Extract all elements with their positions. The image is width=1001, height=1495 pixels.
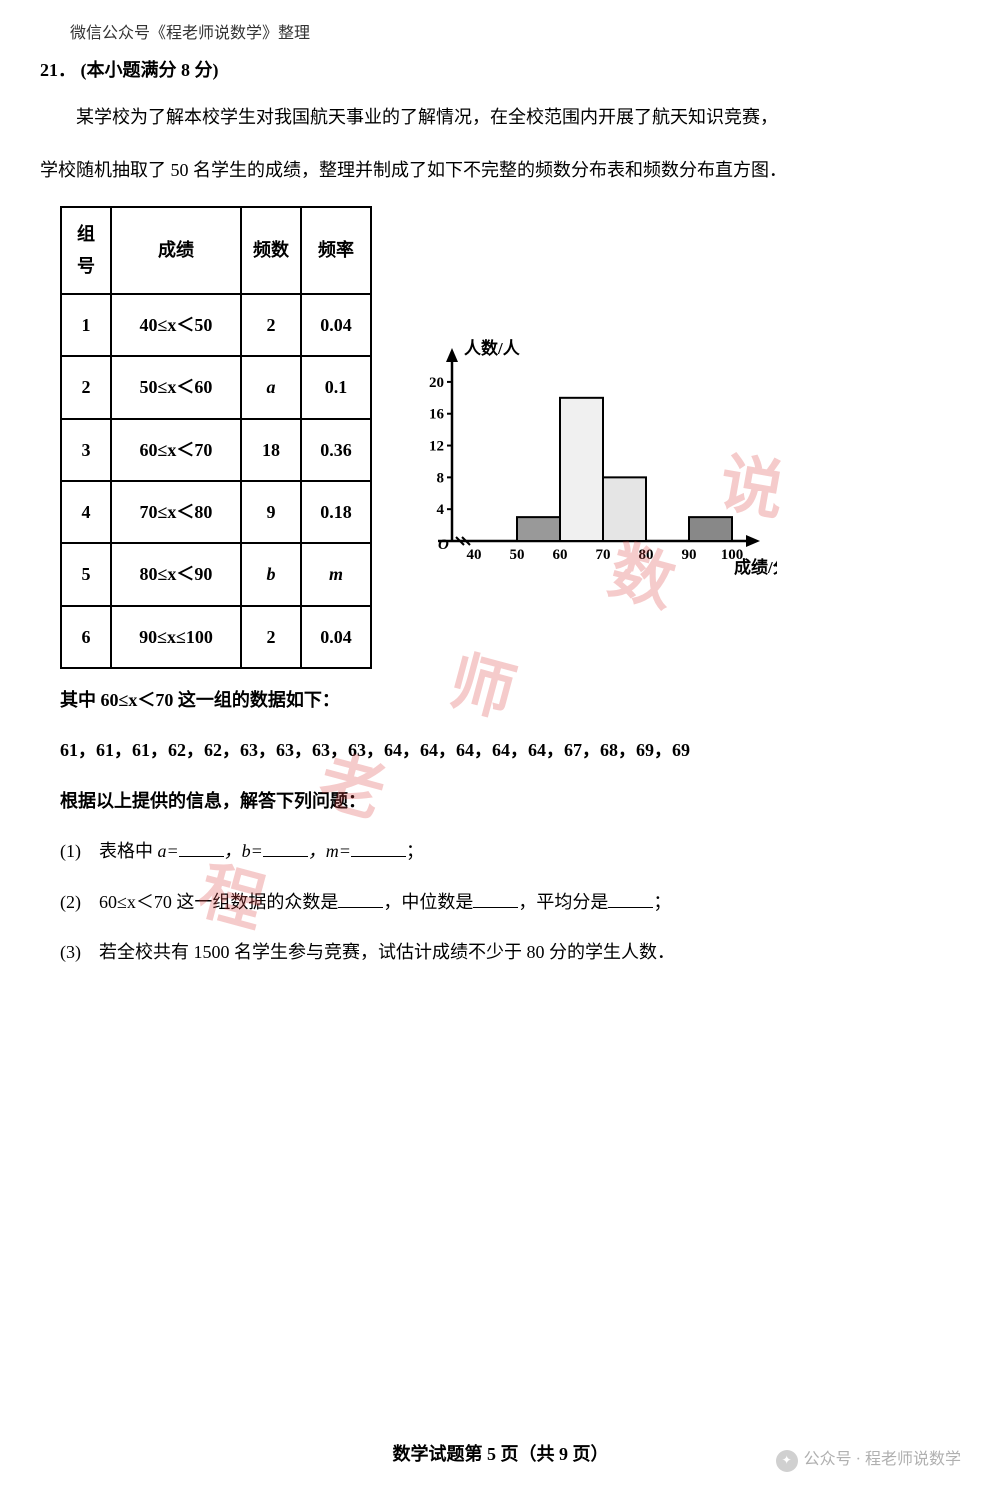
table-row: 1 40≤x＜50 2 0.04	[61, 294, 371, 356]
table-row: 6 90≤x≤100 2 0.04	[61, 606, 371, 668]
svg-text:20: 20	[429, 375, 444, 391]
subquestion-3: (3) 若全校共有 1500 名学生参与竞赛，试估计成绩不少于 80 分的学生人…	[60, 936, 961, 968]
footer-badge-text: 公众号 · 程老师说数学	[804, 1446, 961, 1475]
svg-text:50: 50	[510, 547, 525, 563]
wechat-icon: ✦	[776, 1450, 798, 1472]
table-row: 2 50≤x＜60 a 0.1	[61, 356, 371, 418]
svg-text:16: 16	[429, 407, 445, 423]
svg-text:成绩/分: 成绩/分	[734, 557, 777, 577]
svg-text:8: 8	[437, 470, 445, 486]
cell: 90≤x≤100	[111, 606, 241, 668]
question-header: 21． (本小题满分 8 分)	[40, 54, 961, 86]
svg-text:80: 80	[639, 547, 654, 563]
table-row: 3 60≤x＜70 18 0.36	[61, 419, 371, 481]
var-m: m	[329, 564, 343, 584]
svg-text:60: 60	[553, 547, 568, 563]
cell: 1	[61, 294, 111, 356]
text: ，平均分是	[518, 892, 608, 912]
cell: 80≤x＜90	[111, 543, 241, 605]
th-group: 组号	[61, 207, 111, 294]
cell: 2	[61, 356, 111, 418]
th-range: 成绩	[111, 207, 241, 294]
cell: b	[241, 543, 301, 605]
blank	[351, 839, 406, 857]
cell: m	[301, 543, 371, 605]
subquestion-1: (1) 表格中 a= ，b= ，m= ；	[60, 835, 961, 867]
frequency-table: 组号 成绩 频数 频率 1 40≤x＜50 2 0.04 2 50≤x＜60 a…	[60, 206, 372, 669]
var-b: b	[267, 564, 276, 584]
range-text: 40≤x＜50	[140, 315, 213, 335]
svg-text:40: 40	[467, 547, 482, 563]
blank	[338, 890, 383, 908]
svg-text:70: 70	[596, 547, 611, 563]
subquestion-2: (2) 60≤x＜70 这一组数据的众数是 ，中位数是 ，平均分是 ；	[60, 886, 961, 918]
text: ，中位数是	[383, 892, 473, 912]
table-chart-row: 组号 成绩 频数 频率 1 40≤x＜50 2 0.04 2 50≤x＜60 a…	[40, 206, 961, 669]
text: (2) 60≤x＜70 这一组数据的众数是	[60, 892, 338, 912]
cell: 5	[61, 543, 111, 605]
cell: 0.04	[301, 294, 371, 356]
var-a: a	[267, 377, 276, 397]
instruction: 根据以上提供的信息，解答下列问题：	[60, 785, 961, 817]
blank	[263, 839, 308, 857]
blank	[608, 890, 653, 908]
svg-text:90: 90	[682, 547, 697, 563]
histogram-chart: 48121620O405060708090100人数/人成绩/分	[397, 336, 777, 586]
text: (1) 表格中	[60, 841, 158, 861]
svg-text:人数/人: 人数/人	[464, 338, 521, 358]
cell: 70≤x＜80	[111, 481, 241, 543]
cell: 9	[241, 481, 301, 543]
cell: 2	[241, 606, 301, 668]
text: ，b=	[224, 841, 263, 861]
cell: 0.36	[301, 419, 371, 481]
cell: 0.1	[301, 356, 371, 418]
svg-text:12: 12	[429, 439, 444, 455]
cell: 0.04	[301, 606, 371, 668]
blank	[473, 890, 518, 908]
text: ；	[653, 892, 671, 912]
footer-badge: ✦ 公众号 · 程老师说数学	[776, 1446, 961, 1475]
data-note: 其中 60≤x＜70 这一组的数据如下：	[60, 684, 961, 716]
intro-p1: 某学校为了解本校学生对我国航天事业的了解情况，在全校范围内开展了航天知识竞赛，	[40, 101, 961, 133]
cell: 0.18	[301, 481, 371, 543]
table-row: 5 80≤x＜90 b m	[61, 543, 371, 605]
cell: 40≤x＜50	[111, 294, 241, 356]
th-rate: 频率	[301, 207, 371, 294]
cell: 6	[61, 606, 111, 668]
cell: 2	[241, 294, 301, 356]
cell: 4	[61, 481, 111, 543]
cell: 18	[241, 419, 301, 481]
cell: 60≤x＜70	[111, 419, 241, 481]
text: a=	[158, 841, 179, 861]
svg-text:O: O	[438, 537, 449, 553]
svg-text:4: 4	[437, 502, 445, 518]
th-count: 频数	[241, 207, 301, 294]
header-note: 微信公众号《程老师说数学》整理	[70, 20, 961, 49]
raw-data: 61，61，61，62，62，63，63，63，63，64，64，64，64，6…	[60, 734, 961, 766]
table-row: 4 70≤x＜80 9 0.18	[61, 481, 371, 543]
text: ，m=	[308, 841, 351, 861]
q-points: (本小题满分 8 分)	[81, 60, 219, 80]
cell: 3	[61, 419, 111, 481]
blank	[179, 839, 224, 857]
text: ；	[406, 841, 424, 861]
chart-svg: 48121620O405060708090100人数/人成绩/分	[397, 336, 777, 586]
table-header-row: 组号 成绩 频数 频率	[61, 207, 371, 294]
q-number: 21．	[40, 60, 76, 80]
cell: a	[241, 356, 301, 418]
cell: 50≤x＜60	[111, 356, 241, 418]
intro-p2: 学校随机抽取了 50 名学生的成绩，整理并制成了如下不完整的频数分布表和频数分布…	[40, 154, 961, 186]
